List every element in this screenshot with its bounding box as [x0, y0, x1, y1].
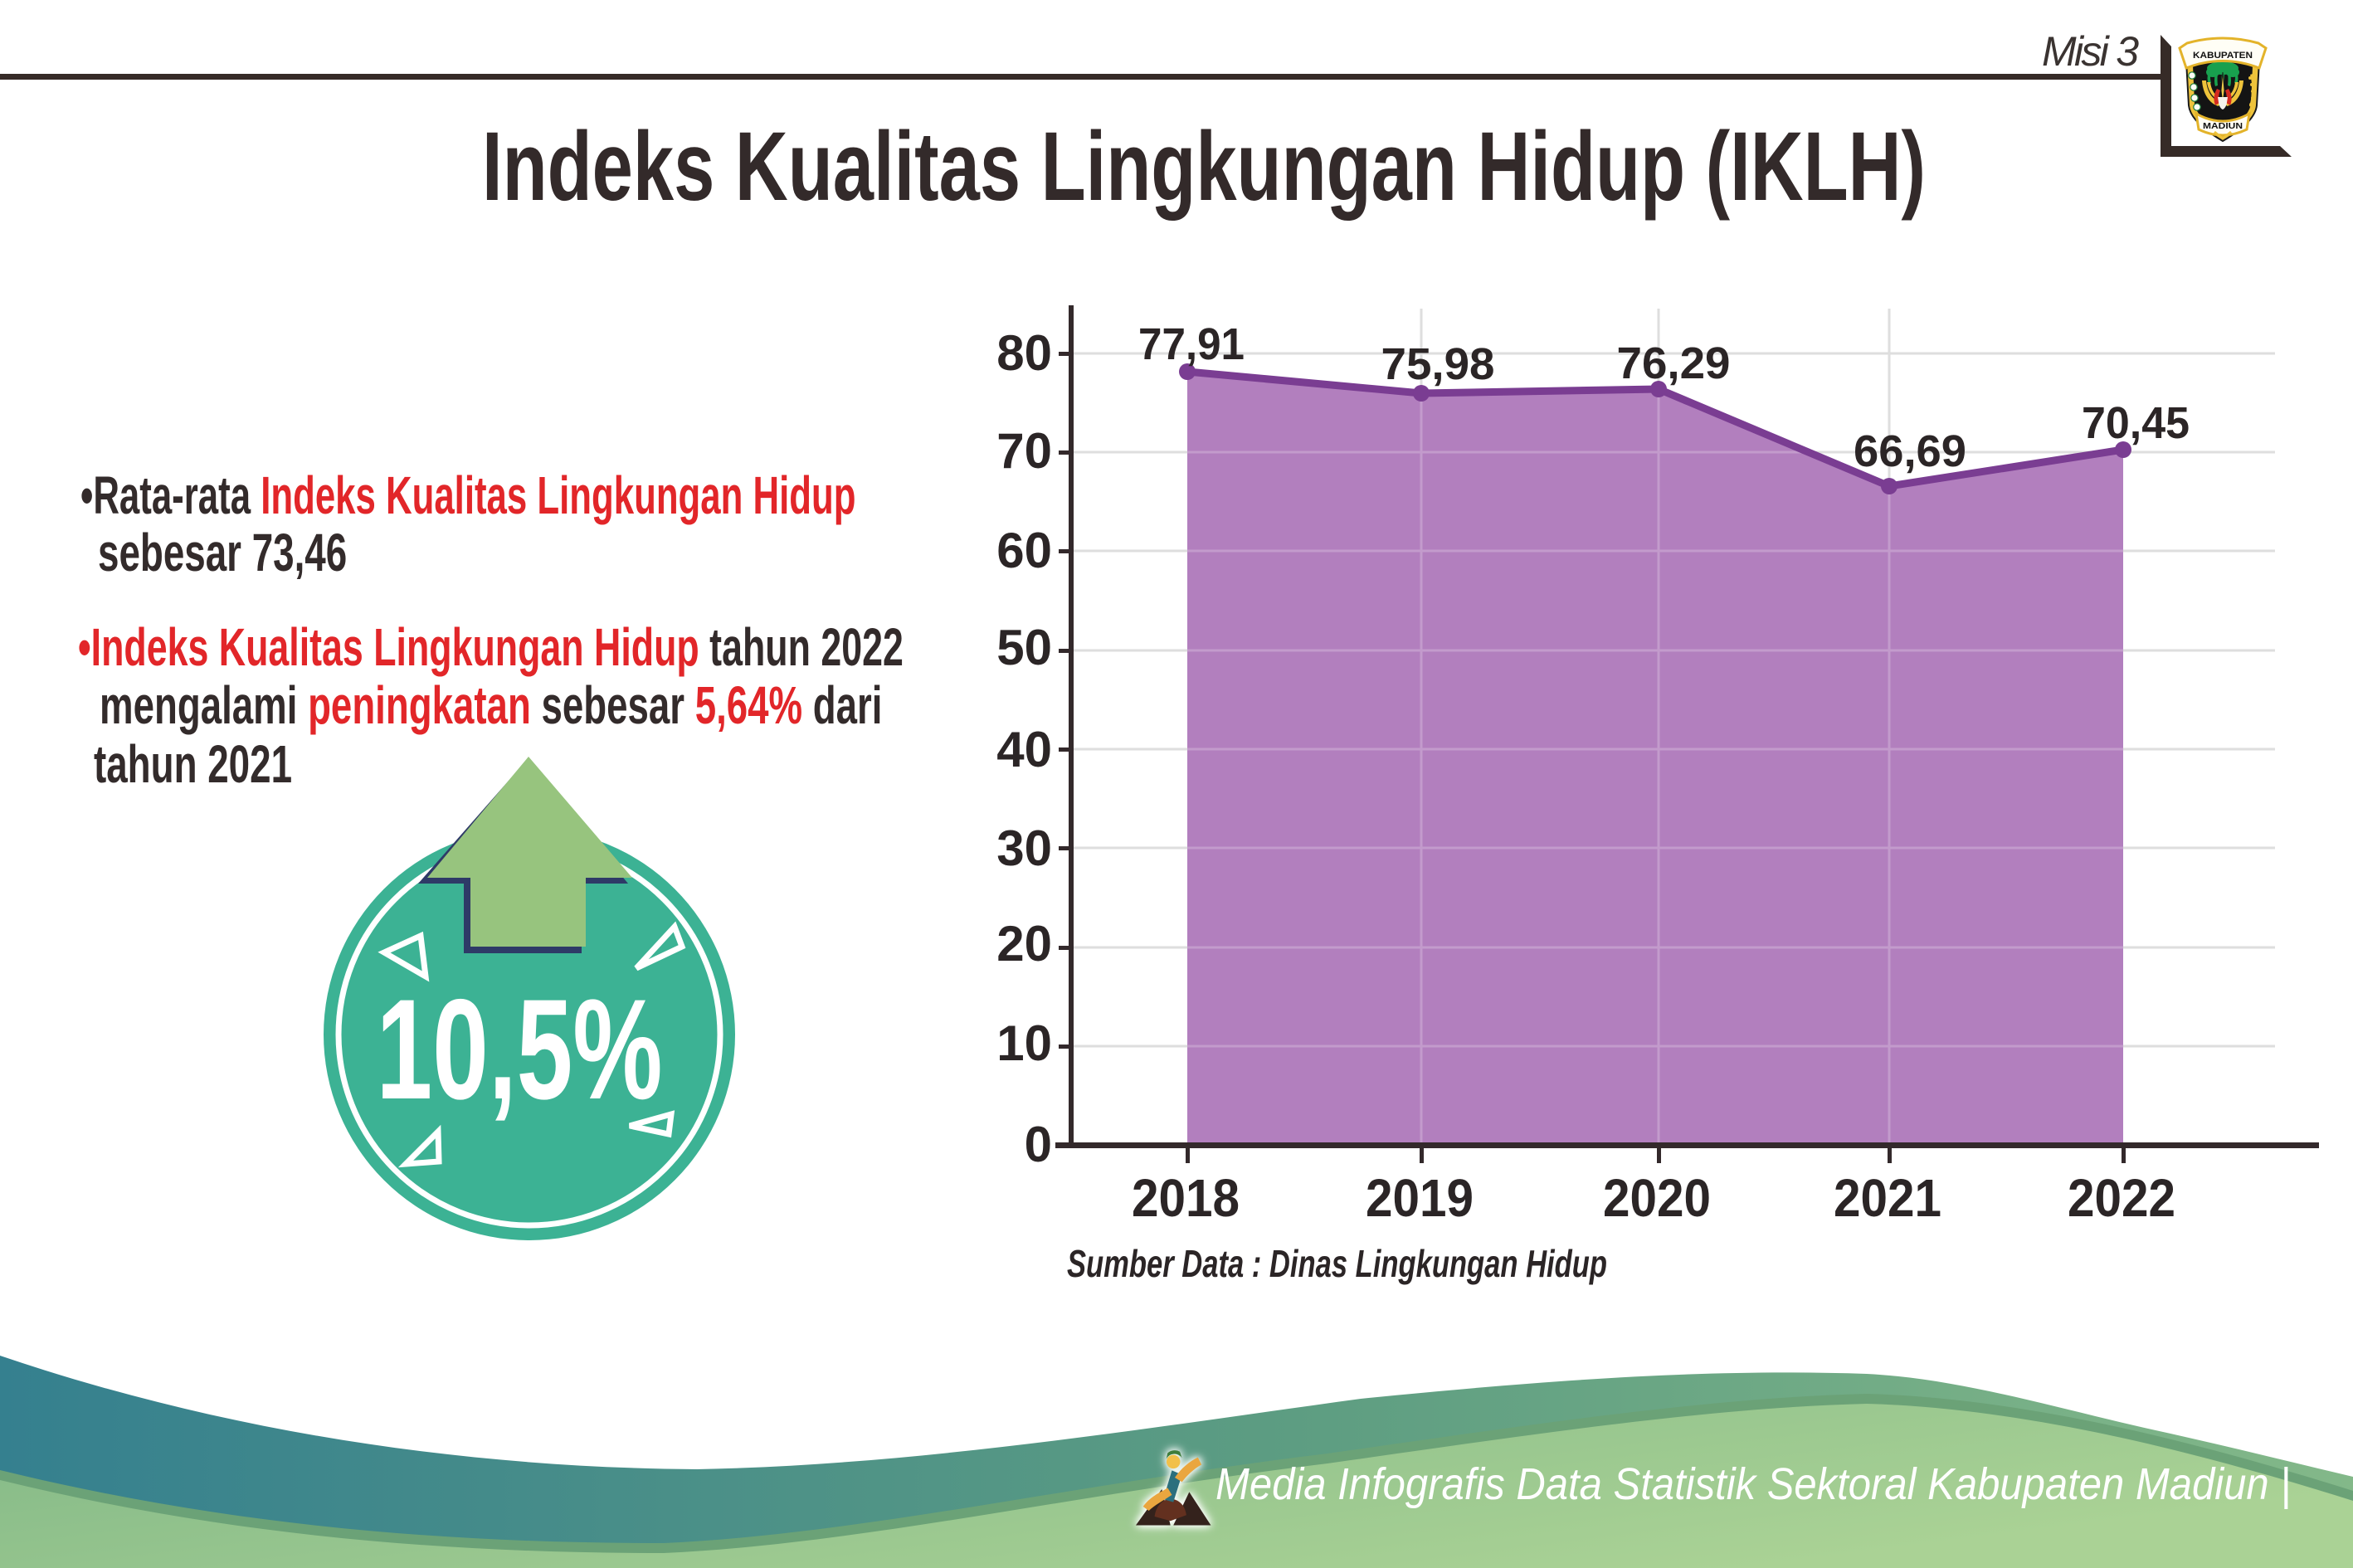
- svg-text:•Rata-rata Indeks Kualitas Lin: •Rata-rata Indeks Kualitas Lingkungan Hi…: [80, 465, 855, 525]
- svg-text:40: 40: [996, 722, 1052, 777]
- svg-text:•Indeks Kualitas Lingkungan Hi: •Indeks Kualitas Lingkungan Hidup tahun …: [78, 617, 904, 677]
- svg-text:sebesar 73,46: sebesar 73,46: [98, 523, 347, 582]
- svg-text:10,5%: 10,5%: [377, 970, 663, 1129]
- svg-text:2019: 2019: [1366, 1168, 1474, 1228]
- svg-text:80: 80: [996, 325, 1052, 381]
- svg-text:10: 10: [996, 1015, 1052, 1071]
- svg-text:Indeks Kualitas Lingkungan Hid: Indeks Kualitas Lingkungan Hidup (IKLH): [482, 112, 1926, 222]
- svg-text:50: 50: [996, 620, 1052, 675]
- svg-text:2020: 2020: [1603, 1168, 1711, 1228]
- svg-text:Misi 3: Misi 3: [2042, 28, 2139, 75]
- svg-text:MADIUN: MADIUN: [2203, 121, 2243, 131]
- svg-text:2018: 2018: [1132, 1168, 1240, 1228]
- svg-text:Media Infografis Data Statisti: Media Infografis Data Statistik Sektoral…: [1215, 1459, 2291, 1509]
- svg-text:66,69: 66,69: [1854, 426, 1966, 476]
- svg-text:20: 20: [996, 916, 1052, 971]
- svg-text:Sumber Data : Dinas Lingkungan: Sumber Data : Dinas Lingkungan Hidup: [1067, 1242, 1607, 1285]
- svg-text:60: 60: [996, 523, 1052, 578]
- svg-text:tahun 2021: tahun 2021: [94, 734, 292, 793]
- svg-text:77,91: 77,91: [1138, 319, 1245, 369]
- svg-text:0: 0: [1025, 1117, 1052, 1172]
- svg-text:75,98: 75,98: [1381, 339, 1495, 389]
- svg-text:30: 30: [996, 821, 1052, 876]
- svg-text:KABUPATEN: KABUPATEN: [2193, 51, 2253, 61]
- svg-text:70: 70: [996, 423, 1052, 479]
- svg-text:2022: 2022: [2068, 1168, 2175, 1228]
- svg-text:mengalami peningkatan sebesar: mengalami peningkatan sebesar 5,64% dari: [100, 675, 882, 734]
- svg-text:76,29: 76,29: [1617, 338, 1731, 388]
- svg-text:70,45: 70,45: [2082, 398, 2190, 448]
- svg-text:2021: 2021: [1834, 1168, 1941, 1228]
